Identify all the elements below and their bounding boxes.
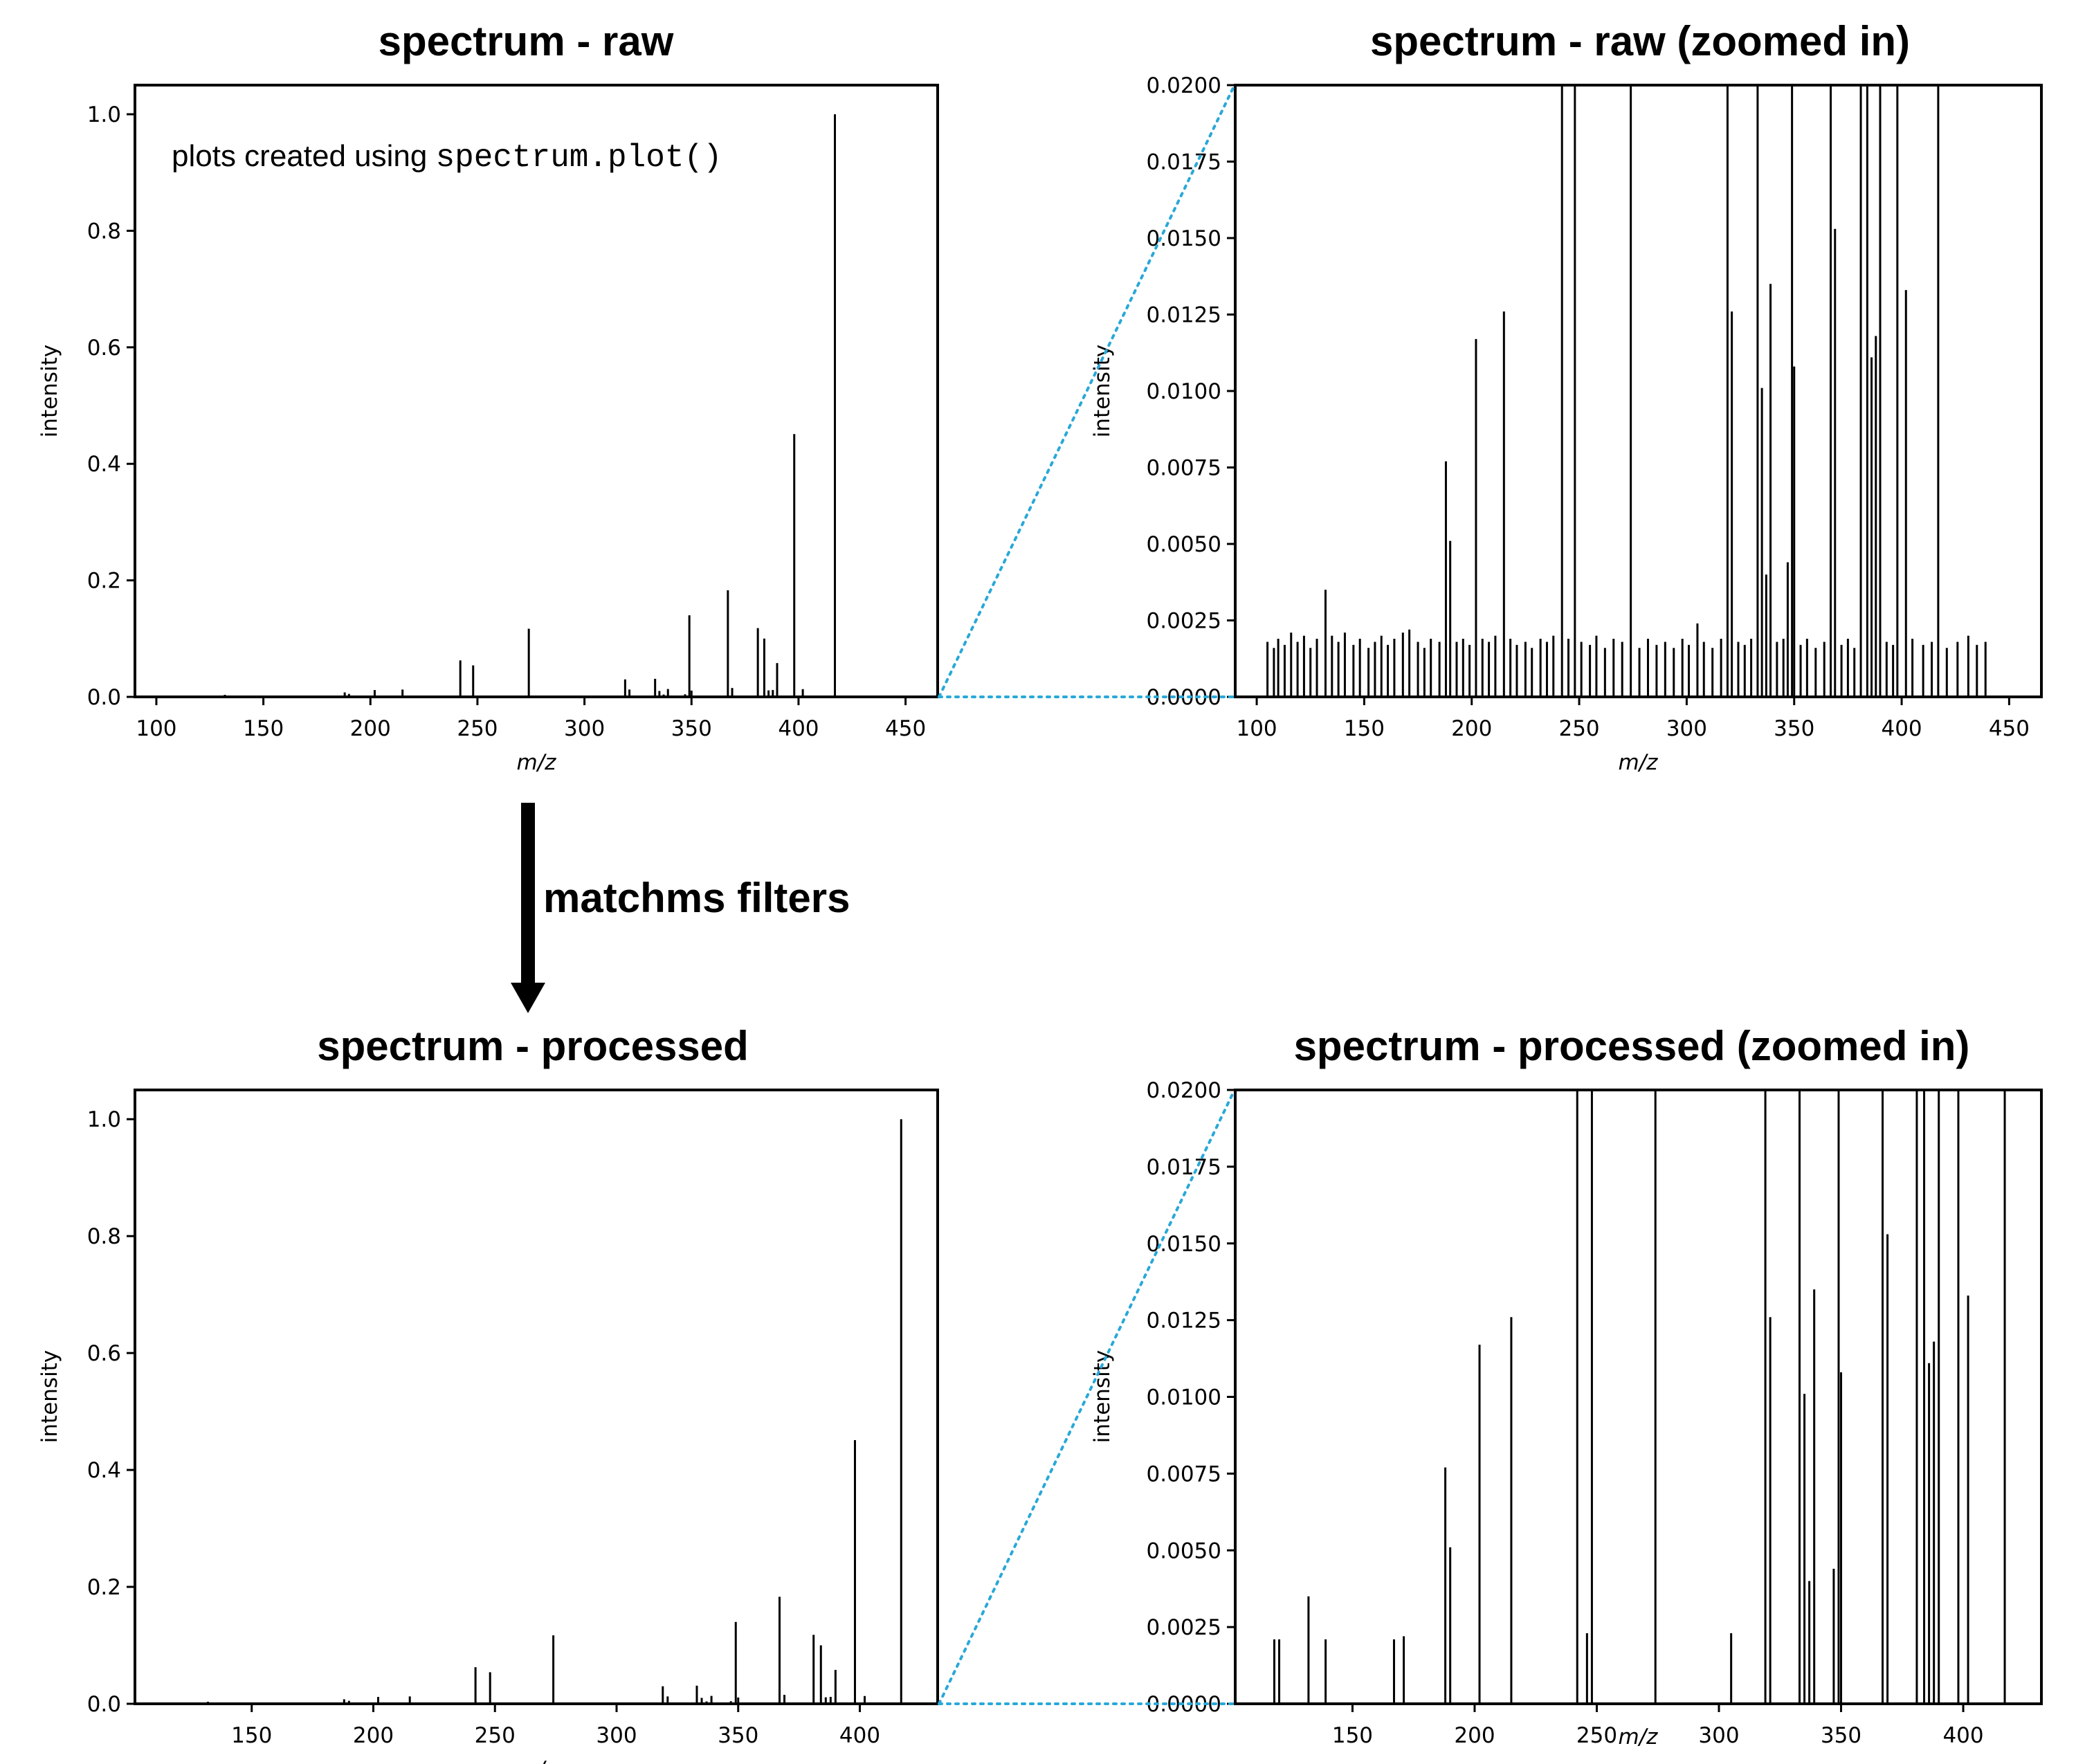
y-tick-label: 0.8	[87, 219, 121, 244]
x-tick-label: 300	[1666, 716, 1707, 741]
x-tick-label: 150	[1332, 1723, 1373, 1748]
x-tick-label: 350	[1774, 716, 1814, 741]
x-tick-label: 250	[475, 1723, 516, 1748]
y-tick-label: 0.0175	[1147, 1155, 1221, 1180]
y-tick-label: 0.0125	[1147, 303, 1221, 328]
x-tick-label: 350	[1821, 1723, 1861, 1748]
x-ticks-raw: 100 150 200 250 300 350 400 450	[136, 697, 926, 741]
x-tick-label: 200	[353, 1723, 394, 1748]
y-tick-label: 1.0	[87, 102, 121, 127]
y-ticks-raw: 0.0 0.2 0.4 0.6 0.8 1.0	[87, 102, 135, 710]
y-tick-label: 0.0025	[1147, 1615, 1221, 1640]
x-ticks-processed: 150 200 250 300 350 400	[231, 1704, 880, 1748]
bars-processed	[172, 1119, 902, 1704]
zoom-connector-top-upper	[938, 85, 1235, 698]
plot-frame-processed	[134, 1089, 939, 1705]
y-tick-label: 0.0125	[1147, 1309, 1221, 1334]
x-axis-label: m/z	[1619, 1725, 1659, 1749]
arrow-shaft	[521, 803, 535, 984]
x-ticks-processed-zoom: 150 200 250 300 350 400	[1332, 1704, 1984, 1748]
y-tick-label: 0.0175	[1147, 150, 1221, 175]
x-tick-label: 300	[1698, 1723, 1739, 1748]
y-tick-label: 0.6	[87, 1341, 121, 1366]
chart-title: spectrum - processed (zoomed in)	[1294, 1023, 1970, 1069]
x-tick-label: 350	[671, 716, 712, 741]
y-tick-label: 0.0050	[1147, 532, 1221, 557]
x-tick-label: 400	[778, 716, 819, 741]
plot-frame-raw	[134, 84, 939, 698]
x-tick-label: 100	[136, 716, 176, 741]
x-tick-label: 450	[1989, 716, 2030, 741]
y-tick-label: 0.0	[87, 1692, 121, 1717]
x-tick-label: 250	[457, 716, 498, 741]
x-tick-label: 400	[1942, 1723, 1983, 1748]
x-tick-label: 200	[1451, 716, 1492, 741]
y-tick-label: 0.2	[87, 1575, 121, 1600]
chart-title: spectrum - processed	[317, 1023, 749, 1069]
y-tick-label: 0.0075	[1147, 456, 1221, 481]
plot-frame-raw-zoom	[1234, 84, 2043, 698]
x-tick-label: 150	[1344, 716, 1385, 741]
y-tick-label: 0.4	[87, 452, 121, 477]
bars-raw-zoom	[1266, 85, 1987, 697]
y-tick-label: 0.0025	[1147, 609, 1221, 634]
y-ticks-raw-zoom: 0.00000.00250.00500.00750.01000.01250.01…	[1147, 73, 1235, 710]
annotation-code: spectrum.plot()	[436, 140, 722, 176]
y-tick-label: 0.2	[87, 569, 121, 594]
arrow-label: matchms filters	[543, 875, 850, 921]
x-axis-label: m/z	[517, 750, 557, 775]
x-tick-label: 200	[1454, 1723, 1495, 1748]
y-tick-label: 0.4	[87, 1458, 121, 1483]
y-tick-label: 0.0200	[1147, 73, 1221, 98]
x-tick-label: 350	[718, 1723, 758, 1748]
x-tick-label: 250	[1558, 716, 1599, 741]
x-tick-label: 250	[1576, 1723, 1617, 1748]
y-tick-label: 0.6	[87, 336, 121, 361]
y-tick-label: 0.0100	[1147, 379, 1221, 404]
y-axis-label: intensity	[37, 1350, 62, 1443]
y-axis-label: intensity	[37, 345, 62, 437]
bars-raw	[165, 114, 884, 697]
chart-title: spectrum - raw	[379, 18, 674, 64]
filter-arrow: matchms filters	[511, 803, 850, 1013]
zoom-connectors	[938, 85, 1235, 1705]
y-tick-label: 0.8	[87, 1224, 121, 1249]
x-tick-label: 300	[564, 716, 605, 741]
x-tick-label: 300	[596, 1723, 637, 1748]
y-tick-label: 0.0100	[1147, 1385, 1221, 1410]
x-tick-label: 200	[350, 716, 391, 741]
bars-processed-zoom	[1273, 1090, 2006, 1704]
x-axis-label: m/z	[1619, 750, 1659, 775]
x-tick-label: 400	[839, 1723, 880, 1748]
y-tick-label: 0.0050	[1147, 1538, 1221, 1563]
y-tick-label: 0.0	[87, 685, 121, 710]
x-axis-label: m/z	[517, 1757, 557, 1764]
annotation-prefix: plots created using	[172, 139, 436, 173]
x-ticks-raw-zoom: 100 150 200 250 300 350 400 450	[1236, 697, 2030, 741]
y-tick-label: 1.0	[87, 1107, 121, 1132]
zoom-connector-bottom-upper	[938, 1090, 1235, 1705]
x-tick-label: 150	[243, 716, 284, 741]
plot-frame-processed-zoom	[1234, 1089, 2043, 1705]
y-ticks-processed-zoom: 0.00000.00250.00500.00750.01000.01250.01…	[1147, 1078, 1235, 1717]
panel-raw: spectrum - raw 0.0 0.2 0.4 0.6 0.8 1.0 100 150…	[37, 18, 939, 775]
panel-processed-zoom: spectrum - processed (zoomed in) 0.00000…	[1090, 1023, 2043, 1749]
y-ticks-processed: 0.0 0.2 0.4 0.6 0.8 1.0	[87, 1107, 135, 1717]
x-tick-label: 100	[1236, 716, 1277, 741]
y-tick-label: 0.0200	[1147, 1078, 1221, 1103]
x-tick-label: 450	[885, 716, 926, 741]
y-tick-label: 0.0075	[1147, 1462, 1221, 1486]
x-tick-label: 150	[231, 1723, 272, 1748]
annotation-text: plots created using spectrum.plot()	[172, 139, 722, 176]
arrow-head	[511, 983, 545, 1013]
panel-processed: spectrum - processed 0.00.20.40.60.81.0 …	[37, 1023, 939, 1764]
chart-title: spectrum - raw (zoomed in)	[1370, 18, 1910, 64]
x-tick-label: 400	[1881, 716, 1922, 741]
panel-raw-zoom: spectrum - raw (zoomed in) 0.00000.00250…	[1090, 18, 2043, 775]
